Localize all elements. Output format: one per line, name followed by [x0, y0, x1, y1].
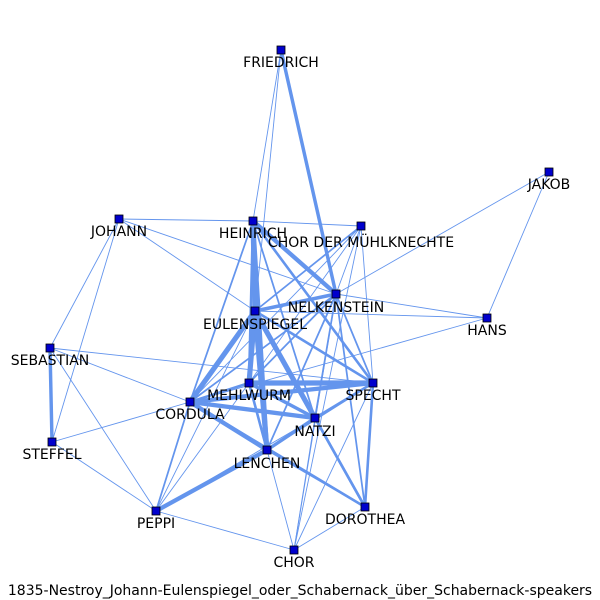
node-label-johann: JOHANN	[90, 224, 147, 240]
edge-specht-cordula	[187, 380, 376, 405]
edge-chor_muehl-nelkenstein	[335, 225, 362, 295]
edge-sebastian-cordula	[49, 347, 191, 403]
edge-sebastian-peppi	[49, 347, 157, 512]
edge-heinrich-cordula	[189, 220, 254, 403]
node-label-sebastian: SEBASTIAN	[11, 353, 90, 369]
edge-specht-dorothea	[363, 381, 375, 509]
node-mehlwurm[interactable]	[244, 378, 254, 388]
node-label-heinrich: HEINRICH	[219, 226, 287, 242]
node-eulenspiegel[interactable]	[250, 306, 260, 316]
edge-johann-sebastian	[49, 218, 120, 349]
edge-nelkenstein-eulenspiegel	[253, 292, 338, 313]
node-natzi[interactable]	[310, 413, 320, 423]
node-label-cordula: CORDULA	[155, 407, 225, 423]
edge-jakob-nelkenstein	[335, 171, 550, 295]
node-cordula[interactable]	[185, 397, 195, 407]
edge-nelkenstein-cordula	[189, 293, 337, 403]
edge-chor_muehl-specht	[360, 225, 374, 384]
edge-eulenspiegel-cordula	[187, 308, 258, 405]
node-friedrich[interactable]	[276, 45, 286, 55]
edge-johann-steffel	[51, 218, 120, 443]
node-label-nelkenstein: NELKENSTEIN	[288, 300, 385, 316]
edge-chor_muehl-cordula	[189, 225, 362, 403]
node-label-peppi: PEPPI	[137, 516, 175, 532]
graph-caption: 1835-Nestroy_Johann-Eulenspiegel_oder_Sc…	[8, 583, 592, 599]
edge-sebastian-steffel	[48, 346, 54, 444]
node-jakob[interactable]	[544, 167, 554, 177]
edge-heinrich-chor_muehl	[252, 220, 362, 227]
edge-johann-nelkenstein	[118, 218, 337, 295]
node-label-steffel: STEFFEL	[22, 447, 81, 463]
node-label-eulenspiegel: EULENSPIEGEL	[203, 317, 307, 333]
node-label-friedrich: FRIEDRICH	[243, 55, 319, 71]
node-hans[interactable]	[482, 313, 492, 323]
edge-chor_muehl-mehlwurm	[248, 225, 362, 384]
edge-mehlwurm-peppi	[155, 382, 250, 512]
node-label-jakob: JAKOB	[527, 177, 571, 193]
node-lenchen[interactable]	[262, 445, 272, 455]
node-chor_muehl[interactable]	[356, 221, 366, 231]
node-peppi[interactable]	[151, 506, 161, 516]
edge-cordula-natzi	[187, 399, 318, 421]
node-label-hans: HANS	[467, 323, 507, 339]
node-label-natzi: NATZI	[294, 424, 335, 440]
edge-lenchen-dorothea	[266, 449, 366, 508]
edge-layer	[48, 48, 550, 551]
node-label-chor_muehl: CHOR DER MÜHLKNECHTE	[268, 233, 454, 251]
edge-peppi-chor	[155, 510, 295, 551]
node-sebastian[interactable]	[45, 343, 55, 353]
node-label-chor: CHOR	[273, 555, 314, 571]
edge-nelkenstein-lenchen	[266, 293, 337, 451]
edge-cordula-peppi	[155, 401, 191, 512]
node-label-lenchen: LENCHEN	[234, 456, 301, 472]
edge-mehlwurm-natzi	[247, 381, 317, 420]
edge-lenchen-chor	[266, 449, 295, 551]
edge-friedrich-heinrich	[252, 49, 282, 222]
edge-hans-cordula	[189, 317, 488, 403]
node-label-dorothea: DOROTHEA	[325, 512, 405, 528]
edge-eulenspiegel-specht	[253, 309, 375, 385]
node-layer	[45, 45, 554, 555]
edge-hans-eulenspiegel	[254, 310, 488, 319]
node-label-mehlwurm: MEHLWURM	[207, 388, 291, 404]
node-chor[interactable]	[289, 545, 299, 555]
edge-nelkenstein-dorothea	[335, 293, 366, 508]
node-steffel[interactable]	[47, 437, 57, 447]
edge-sebastian-specht	[49, 347, 374, 384]
edge-chor_muehl-eulenspiegel	[254, 225, 362, 312]
edge-peppi-steffel	[51, 441, 157, 512]
edge-dorothea-chor	[293, 506, 366, 551]
edge-nelkenstein-specht	[335, 293, 374, 384]
edge-natzi-lenchen	[265, 416, 317, 452]
edge-specht-chor	[293, 382, 374, 551]
edge-johann-eulenspiegel	[118, 218, 256, 312]
node-heinrich[interactable]	[248, 216, 258, 226]
node-johann[interactable]	[114, 214, 124, 224]
edge-friedrich-eulenspiegel	[254, 49, 282, 312]
node-specht[interactable]	[368, 378, 378, 388]
node-dorothea[interactable]	[360, 502, 370, 512]
edge-jakob-hans	[486, 171, 550, 319]
edge-johann-heinrich	[118, 218, 254, 222]
edge-natzi-chor	[293, 417, 316, 551]
edge-natzi-dorothea	[313, 416, 367, 509]
edge-lenchen-peppi	[153, 447, 270, 514]
edge-nelkenstein-hans	[335, 293, 488, 319]
edge-nelkenstein-mehlwurm	[248, 293, 337, 384]
node-label-specht: SPECHT	[345, 388, 400, 404]
edge-heinrich-nelkenstein	[250, 218, 339, 297]
edge-cordula-steffel	[51, 401, 191, 443]
node-nelkenstein[interactable]	[331, 289, 341, 299]
edge-friedrich-nelkenstein	[279, 48, 338, 296]
